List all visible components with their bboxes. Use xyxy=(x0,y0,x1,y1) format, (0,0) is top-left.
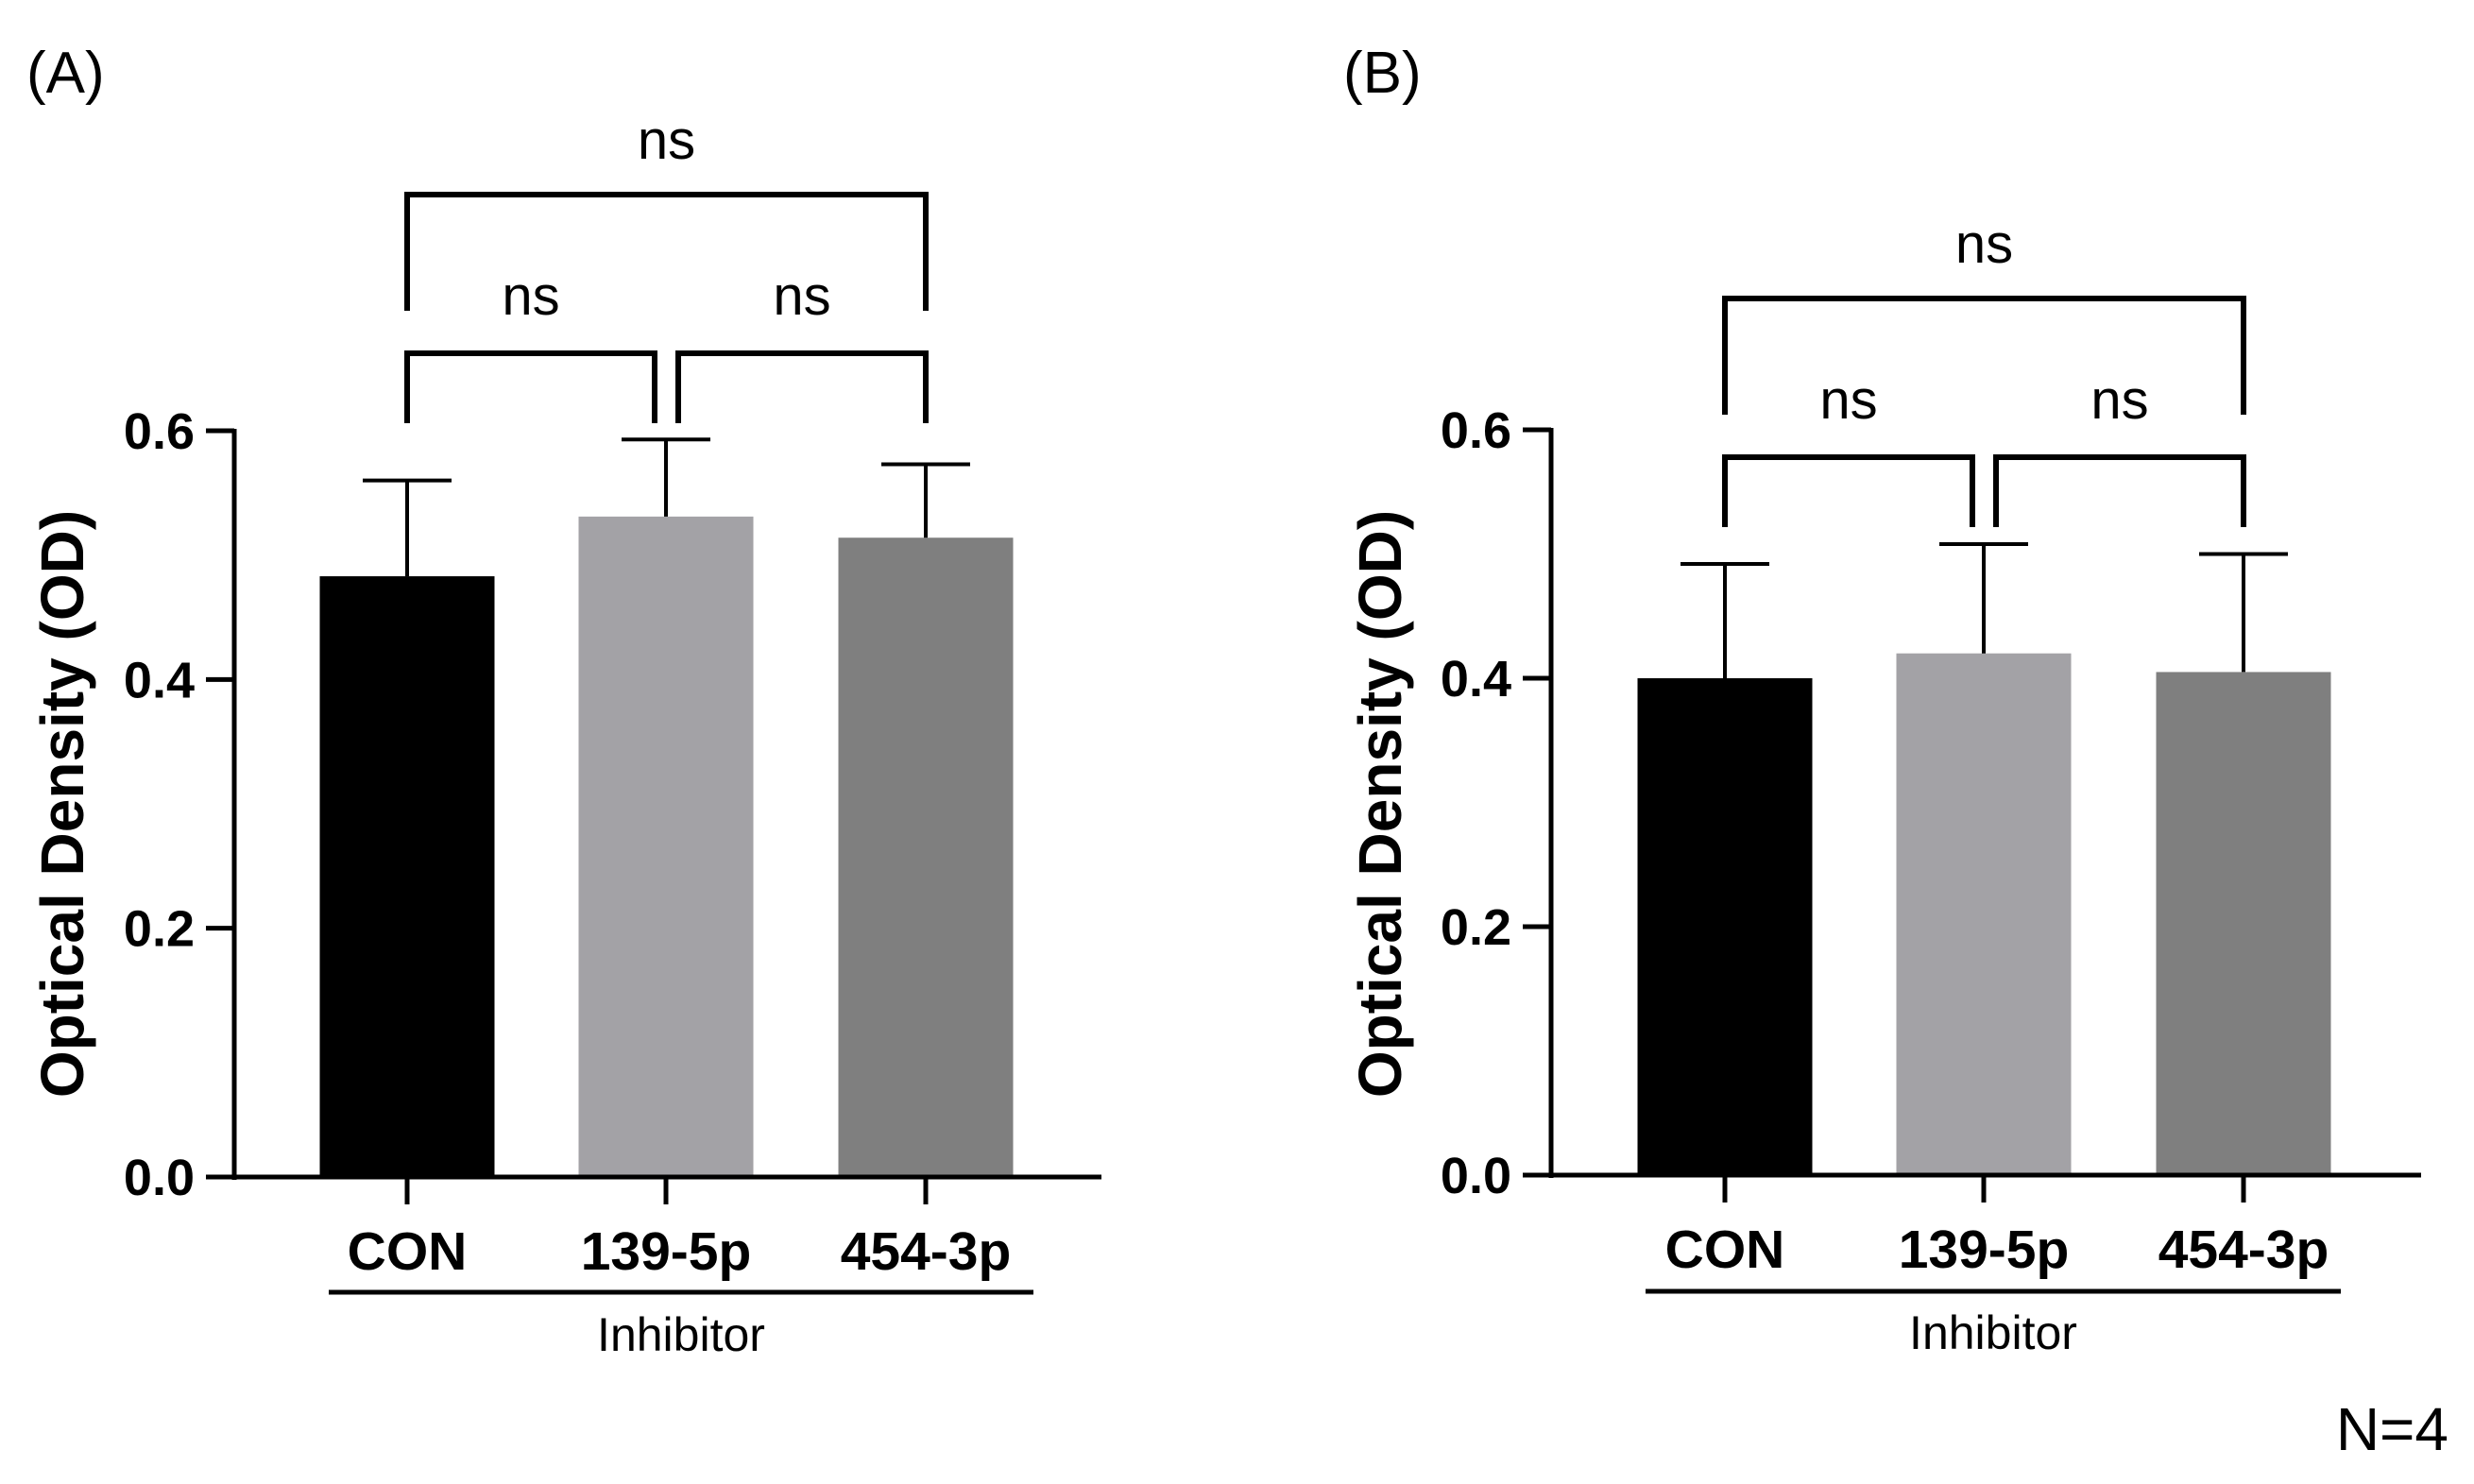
panel-b-category-label-454-3p: 454-3p xyxy=(2158,1220,2329,1280)
panel-b-significance-139-vs-454-bracket xyxy=(1993,454,2246,527)
sample-size-footnote: N=4 xyxy=(2336,1395,2448,1463)
panel-a-bar-con xyxy=(319,576,495,1177)
panel-b-y-tick-label: 0.2 xyxy=(1441,899,1511,956)
panel-b-y-axis-label: Optical Density (OD) xyxy=(1346,510,1414,1098)
panel-a-x-axis-label: Inhibitor xyxy=(597,1308,765,1361)
panel-a-significance-con-vs-139-bracket xyxy=(404,350,657,423)
panel-a-category-label-139-5p: 139-5p xyxy=(581,1221,752,1282)
panel-a-y-axis-label: Optical Density (OD) xyxy=(28,510,96,1098)
panel-a-significance-con-vs-139-label: ns xyxy=(502,265,559,327)
panel-b-y-tick-label: 0.6 xyxy=(1441,402,1511,459)
panel-a-y-tick-label: 0.4 xyxy=(124,652,195,708)
panel-b-significance-con-vs-139-label: ns xyxy=(1819,369,1877,431)
panel-a-significance-139-vs-454-bracket xyxy=(675,350,929,423)
panel-b-bar-454-3p xyxy=(2156,672,2331,1175)
panel-a-significance-con-vs-454-label: ns xyxy=(638,110,695,171)
panel-b-bar-139-5p xyxy=(1896,653,2072,1175)
panel-b-category-label-139-5p: 139-5p xyxy=(1899,1220,2070,1280)
panel-a-significance-con-vs-454-bracket xyxy=(404,192,929,311)
panel-b-x-axis-label: Inhibitor xyxy=(1909,1306,2077,1359)
panel-b-y-tick-label: 0.0 xyxy=(1441,1148,1511,1204)
panel-b-bar-con xyxy=(1637,678,1813,1175)
panel-a-label: (A) xyxy=(26,41,105,106)
panel-a-chart: (A) Optical Density (OD) 0.0 0.2 0.4 0.6 CON 13… xyxy=(26,41,1101,1361)
panel-b-significance-con-vs-139-bracket xyxy=(1722,454,1975,527)
panel-b-significance-con-vs-454-bracket xyxy=(1722,296,2246,415)
panel-a-significance-139-vs-454-label: ns xyxy=(773,265,830,327)
panel-b-chart: (B) Optical Density (OD) 0.0 0.2 0.4 0.6 CON 13… xyxy=(1343,41,2421,1359)
panel-b-label: (B) xyxy=(1343,41,1422,106)
panel-a-category-label-454-3p: 454-3p xyxy=(841,1221,1012,1282)
panel-b-significance-139-vs-454-label: ns xyxy=(2090,369,2148,431)
panel-b-significance-con-vs-454-label: ns xyxy=(1955,213,2013,275)
panel-a-y-tick-label: 0.0 xyxy=(124,1150,195,1206)
panel-a-y-tick-label: 0.6 xyxy=(124,403,195,460)
panel-a-bar-454-3p xyxy=(838,537,1014,1177)
panel-b-category-label-con: CON xyxy=(1665,1220,1785,1280)
panel-b-y-tick-label: 0.4 xyxy=(1441,651,1511,708)
panel-a-category-label-con: CON xyxy=(348,1221,468,1282)
panel-a-y-tick-label: 0.2 xyxy=(124,901,195,958)
panel-a-bar-139-5p xyxy=(578,516,754,1177)
